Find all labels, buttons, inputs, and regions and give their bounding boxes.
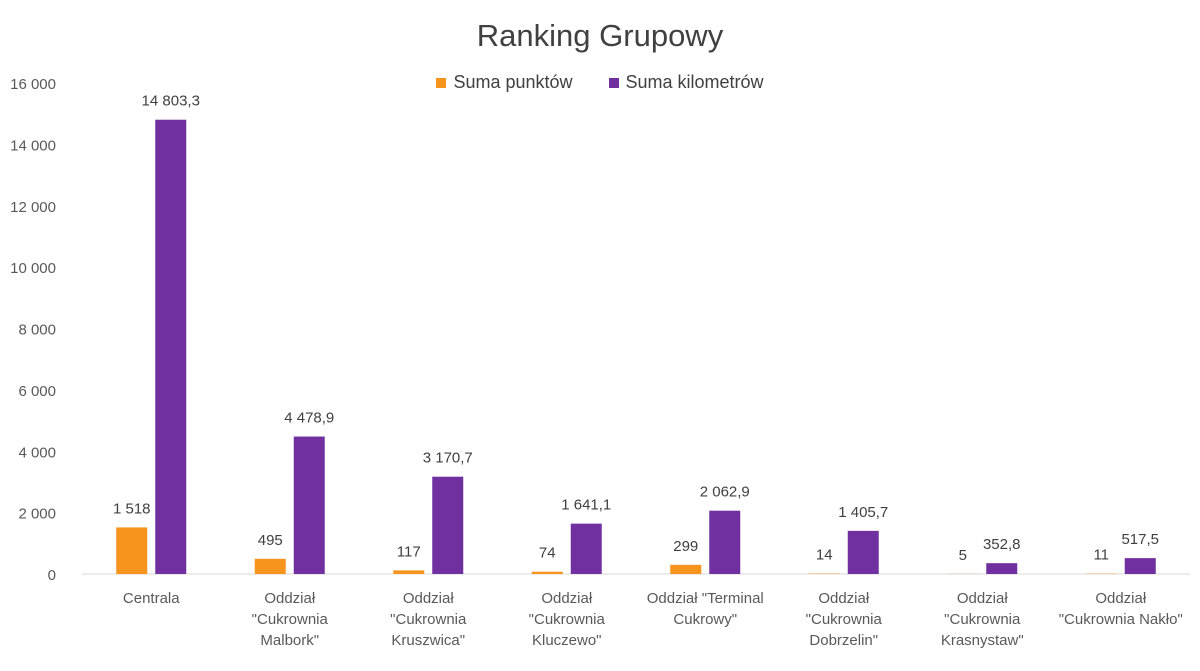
- y-tick-label: 8 000: [18, 322, 56, 339]
- bar-kilometers: [570, 523, 602, 574]
- bar-kilometers: [986, 563, 1018, 574]
- bar-kilometers: [847, 530, 879, 574]
- category-label-line: Cukrowy": [673, 611, 737, 628]
- bar-kilometers: [293, 436, 325, 574]
- data-label-kilometers: 1 405,7: [838, 504, 888, 521]
- data-label-kilometers: 3 170,7: [423, 450, 473, 467]
- legend-item-points: Suma punktów: [436, 72, 573, 93]
- bar-points: [254, 558, 286, 574]
- category-label-line: Oddział: [264, 590, 316, 607]
- data-label-points: 74: [539, 545, 556, 562]
- category-label-line: "Cukrownia: [390, 611, 467, 628]
- category-label-line: Dobrzelin": [809, 632, 878, 649]
- data-label-points: 1 518: [113, 500, 151, 517]
- category-label-line: "Cukrownia: [529, 611, 606, 628]
- category-label-line: Centrala: [123, 590, 180, 607]
- data-label-kilometers: 517,5: [1121, 531, 1159, 548]
- category-label-line: Oddział: [541, 590, 593, 607]
- category-label-line: "Cukrownia: [944, 611, 1021, 628]
- category-label-line: "Cukrownia: [252, 611, 329, 628]
- category-label-line: Oddział: [818, 590, 870, 607]
- category-label: Oddział "Cukrownia Krasnystaw": [941, 590, 1024, 649]
- data-label-points: 495: [258, 532, 283, 549]
- y-tick-label: 12 000: [10, 199, 56, 216]
- legend-label-kilometers: Suma kilometrów: [625, 72, 764, 92]
- category-label-line: Krasnystaw": [941, 632, 1024, 649]
- legend-item-kilometers: Suma kilometrów: [608, 72, 764, 93]
- legend-swatch-points: [436, 77, 447, 88]
- data-label-kilometers: 4 478,9: [284, 410, 334, 427]
- category-label-line: Kruszwica": [391, 632, 465, 649]
- category-label-line: Oddział: [403, 590, 455, 607]
- data-label-kilometers: 1 641,1: [561, 497, 611, 514]
- category-label-line: "Cukrownia Nakło": [1059, 611, 1183, 628]
- chart-title: Ranking Grupowy: [476, 18, 724, 53]
- data-label-points: 5: [959, 547, 967, 564]
- category-label-line: Oddział "Terminal: [647, 590, 764, 607]
- legend-label-points: Suma punktów: [453, 72, 573, 92]
- category-label-line: Oddział: [1095, 590, 1147, 607]
- bar-points: [531, 571, 563, 574]
- data-label-kilometers: 14 803,3: [142, 93, 200, 110]
- bar-points: [670, 564, 702, 574]
- category-label-line: Oddział: [957, 590, 1009, 607]
- legend-swatch-kilometers: [608, 77, 619, 88]
- chart-legend: Suma punktów Suma kilometrów: [0, 72, 1200, 93]
- data-label-points: 117: [397, 543, 421, 560]
- y-tick-label: 2 000: [18, 506, 56, 523]
- bar-kilometers: [432, 476, 464, 574]
- y-tick-label: 6 000: [18, 383, 56, 400]
- category-label: Oddział "Cukrownia Nakło": [1059, 590, 1183, 628]
- category-label-line: "Cukrownia: [806, 611, 883, 628]
- category-label: Oddział "Cukrownia Malbork": [252, 590, 329, 649]
- category-label: Oddział "Cukrownia Kruszwica": [390, 590, 467, 649]
- data-label-points: 11: [1093, 547, 1109, 564]
- category-label: Oddział "Terminal Cukrowy": [647, 590, 764, 628]
- data-label-points: 299: [673, 538, 698, 555]
- y-tick-label: 10 000: [10, 260, 56, 277]
- category-label: Oddział "Cukrownia Dobrzelin": [806, 590, 883, 649]
- data-label-kilometers: 2 062,9: [700, 484, 750, 501]
- category-label: Centrala: [123, 590, 180, 607]
- y-tick-label: 14 000: [10, 137, 56, 154]
- category-label-line: Kluczewo": [532, 632, 602, 649]
- y-tick-label: 4 000: [18, 444, 56, 461]
- bar-kilometers: [1124, 558, 1156, 574]
- data-label-points: 14: [816, 547, 833, 564]
- data-label-kilometers: 352,8: [983, 536, 1021, 553]
- category-label-line: Malbork": [260, 632, 319, 649]
- y-tick-label: 16 000: [10, 76, 56, 93]
- bar-points: [393, 570, 425, 574]
- y-tick-label: 0: [48, 567, 56, 584]
- category-label: Oddział "Cukrownia Kluczewo": [529, 590, 606, 649]
- bar-points: [116, 527, 148, 574]
- bar-kilometers: [155, 119, 187, 575]
- bar-kilometers: [709, 510, 741, 574]
